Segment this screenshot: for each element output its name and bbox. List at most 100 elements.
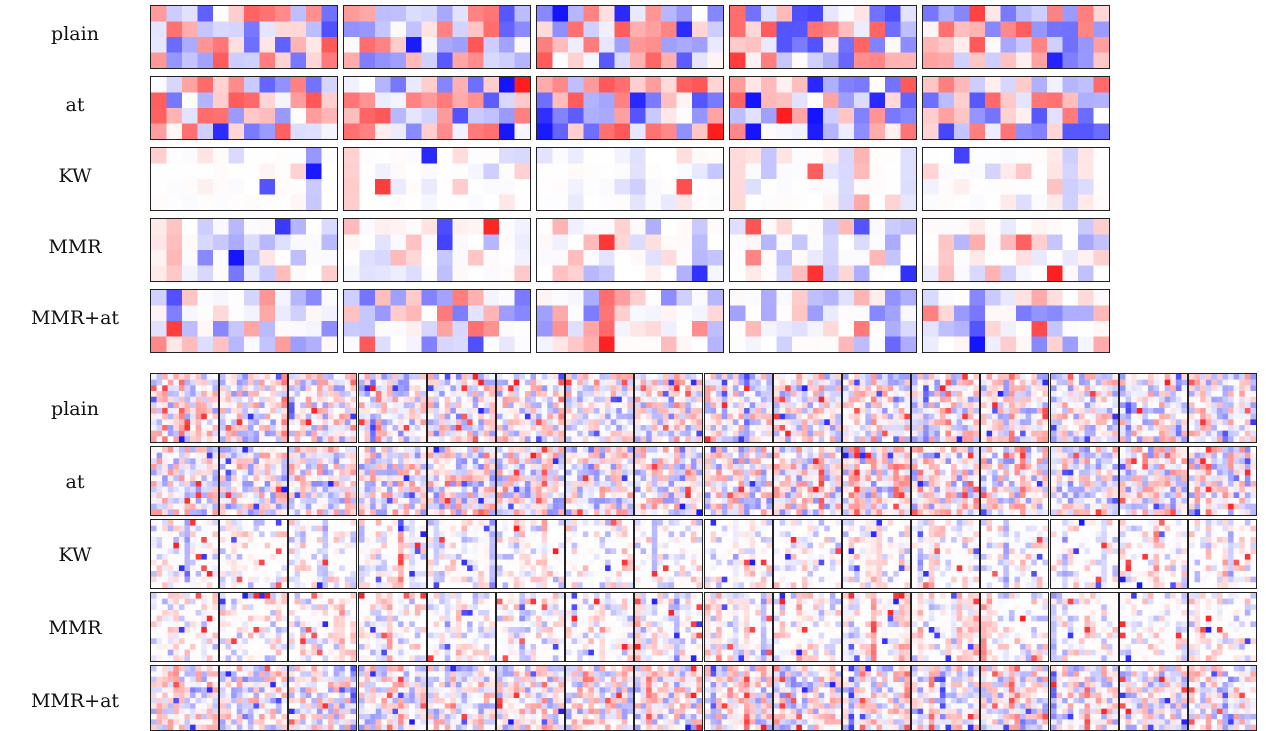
heatmap-cell	[749, 509, 756, 515]
heatmap-cell	[178, 464, 185, 470]
heatmap-cell	[928, 396, 935, 403]
heatmap-cell	[514, 148, 530, 164]
heatmap-cell	[813, 379, 819, 386]
heatmap-cell	[333, 402, 340, 409]
heatmap-cell	[439, 436, 445, 442]
heatmap-cell	[882, 391, 888, 397]
heatmap-cell	[829, 458, 836, 465]
heatmap-cell	[433, 498, 440, 504]
heatmap-cell	[206, 374, 213, 380]
heatmap-cell	[547, 396, 553, 403]
heatmap-cell	[212, 413, 218, 420]
heatmap-cell	[917, 391, 924, 397]
heatmap-cell	[566, 498, 572, 504]
heatmap-cell	[1031, 408, 1037, 414]
heatmap-cell	[437, 194, 453, 210]
heatmap-cell	[472, 509, 479, 515]
heatmap-cell	[247, 498, 254, 504]
heatmap-cell	[502, 413, 509, 420]
heatmap-cell	[305, 419, 312, 426]
heatmap-cell	[760, 452, 767, 459]
heatmap-cell	[1216, 408, 1223, 414]
heatmap-cell	[755, 425, 761, 431]
heatmap-cell	[306, 21, 322, 38]
heatmap-cell	[244, 265, 260, 281]
heatmap-cell	[508, 402, 514, 409]
heatmap-cell	[530, 379, 537, 386]
heatmap-cell	[502, 391, 509, 397]
heatmap-cell	[552, 469, 559, 476]
heatmap-cell	[599, 234, 615, 251]
heatmap-cell	[478, 419, 484, 426]
heatmap-cell	[674, 379, 680, 386]
heatmap-cell	[450, 396, 457, 403]
heatmap-cell	[985, 123, 1001, 139]
heatmap-cell	[558, 425, 564, 431]
heatmap-cell	[1036, 425, 1043, 431]
heatmap-cell	[801, 413, 808, 420]
heatmap-cell	[838, 37, 855, 53]
heatmap-cell	[1244, 391, 1251, 397]
bottom-heatmap-plain-5	[427, 373, 496, 443]
heatmap-cell	[1112, 391, 1118, 397]
heatmap-cell	[1131, 430, 1137, 437]
heatmap-cell	[577, 436, 583, 442]
heatmap-cell	[568, 234, 584, 251]
heatmap-cell	[1090, 385, 1096, 392]
heatmap-cell	[359, 265, 376, 281]
heatmap-cell	[610, 492, 617, 499]
heatmap-cell	[359, 336, 376, 352]
heatmap-cell	[818, 419, 825, 426]
heatmap-cell	[760, 509, 767, 515]
heatmap-cell	[166, 163, 183, 180]
heatmap-cell	[552, 509, 559, 515]
heatmap-cell	[552, 419, 559, 426]
heatmap-cell	[173, 385, 180, 392]
heatmap-cell	[390, 321, 407, 337]
heatmap-cell	[774, 379, 780, 386]
heatmap-cell	[1194, 419, 1201, 426]
heatmap-cell	[275, 148, 291, 164]
heatmap-cell	[1014, 408, 1021, 414]
heatmap-cell	[679, 402, 686, 409]
heatmap-cell	[333, 408, 340, 414]
heatmap-cell	[333, 469, 340, 476]
heatmap-cell	[472, 486, 479, 493]
heatmap-cell	[721, 374, 728, 380]
heatmap-cell	[519, 402, 526, 409]
heatmap-cell	[1042, 425, 1048, 431]
heatmap-cell	[835, 385, 841, 392]
heatmap-cell	[364, 486, 371, 493]
heatmap-cell	[316, 469, 323, 476]
heatmap-cell	[558, 447, 564, 453]
heatmap-cell	[1228, 385, 1234, 392]
heatmap-cell	[409, 402, 415, 409]
heatmap-cell	[582, 413, 589, 420]
heatmap-cell	[519, 469, 526, 476]
heatmap-cell	[151, 425, 157, 431]
heatmap-cell	[468, 21, 484, 38]
heatmap-cell	[390, 179, 407, 195]
heatmap-cell	[519, 503, 526, 510]
heatmap-cell	[259, 425, 265, 431]
heatmap-cell	[275, 391, 282, 397]
heatmap-cell	[370, 379, 376, 386]
heatmap-cell	[339, 452, 345, 459]
heatmap-cell	[259, 234, 276, 251]
heatmap-cell	[582, 430, 589, 437]
heatmap-cell	[472, 503, 479, 510]
heatmap-cell	[213, 321, 229, 337]
heatmap-cell	[621, 486, 628, 493]
top-heatmap-plain-4	[729, 5, 917, 69]
heatmap-cell	[444, 374, 451, 380]
heatmap-cell	[829, 419, 836, 426]
top-heatmap-kw-2	[343, 147, 531, 211]
heatmap-cell	[300, 469, 306, 476]
heatmap-cell	[774, 469, 780, 476]
heatmap-cell	[305, 402, 312, 409]
heatmap-cell	[876, 408, 883, 414]
heatmap-cell	[790, 413, 797, 420]
heatmap-cell	[973, 374, 979, 380]
heatmap-cell	[1042, 379, 1048, 386]
heatmap-cell	[599, 321, 615, 337]
